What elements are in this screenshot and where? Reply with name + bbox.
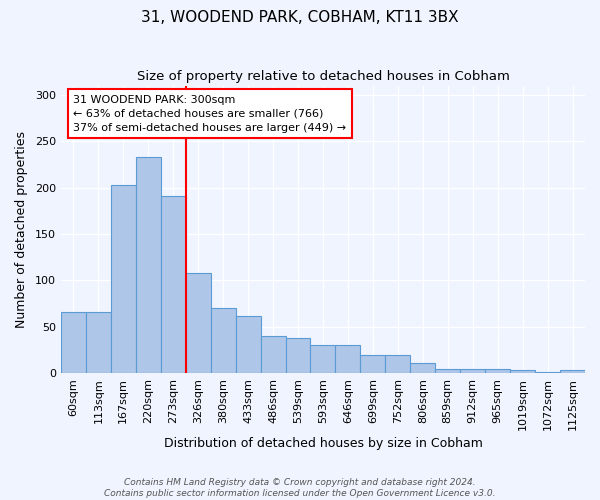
Bar: [236, 316, 260, 373]
Bar: [186, 273, 211, 373]
Bar: [335, 346, 361, 373]
Bar: [510, 370, 535, 373]
Bar: [361, 354, 385, 373]
Bar: [111, 185, 136, 373]
Bar: [310, 346, 335, 373]
Bar: [385, 354, 410, 373]
Bar: [460, 368, 485, 373]
Text: 31 WOODEND PARK: 300sqm
← 63% of detached houses are smaller (766)
37% of semi-d: 31 WOODEND PARK: 300sqm ← 63% of detache…: [73, 95, 347, 133]
Bar: [410, 363, 435, 373]
Bar: [560, 370, 585, 373]
X-axis label: Distribution of detached houses by size in Cobham: Distribution of detached houses by size …: [164, 437, 482, 450]
Bar: [86, 312, 111, 373]
Bar: [61, 312, 86, 373]
Bar: [535, 372, 560, 373]
Bar: [136, 157, 161, 373]
Bar: [485, 368, 510, 373]
Bar: [161, 196, 186, 373]
Text: Contains HM Land Registry data © Crown copyright and database right 2024.
Contai: Contains HM Land Registry data © Crown c…: [104, 478, 496, 498]
Bar: [435, 368, 460, 373]
Bar: [211, 308, 236, 373]
Bar: [260, 336, 286, 373]
Text: 31, WOODEND PARK, COBHAM, KT11 3BX: 31, WOODEND PARK, COBHAM, KT11 3BX: [141, 10, 459, 25]
Bar: [286, 338, 310, 373]
Title: Size of property relative to detached houses in Cobham: Size of property relative to detached ho…: [137, 70, 509, 83]
Y-axis label: Number of detached properties: Number of detached properties: [15, 131, 28, 328]
